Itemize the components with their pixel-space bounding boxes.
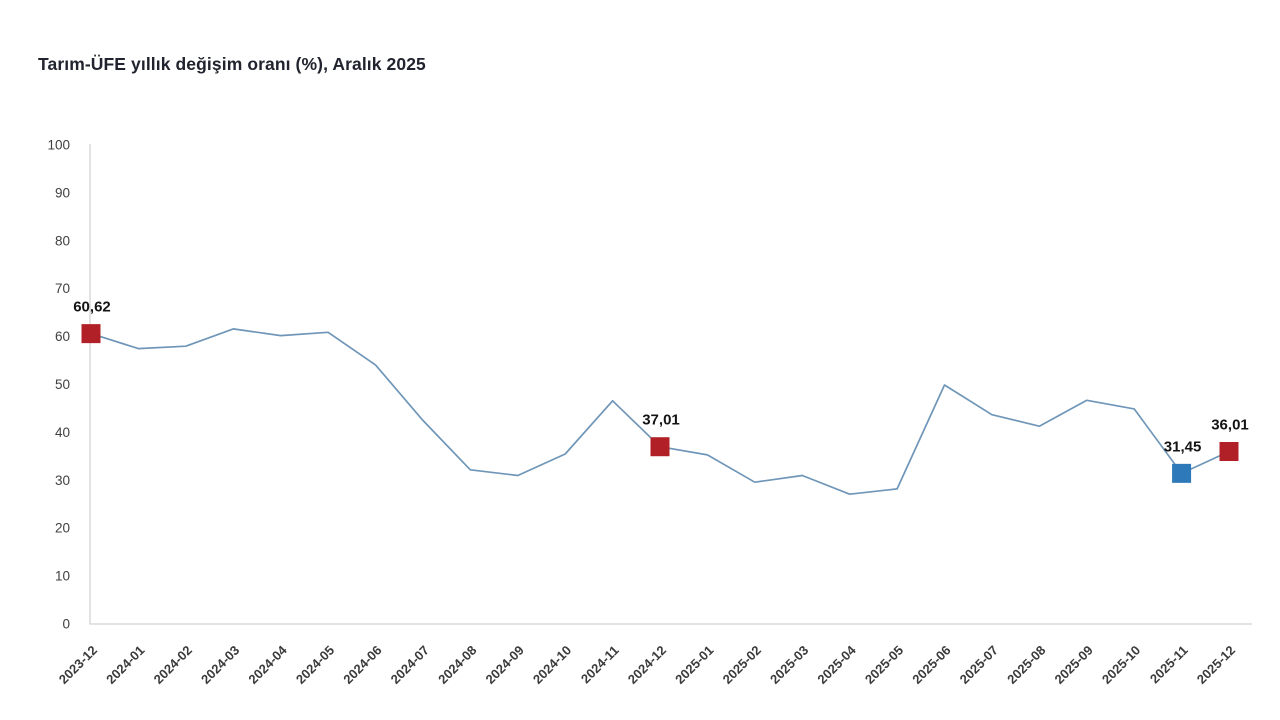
x-axis-tick-label: 2025-06 [909,643,953,687]
y-axis-tick-label: 10 [55,569,70,584]
y-axis-tick-label: 80 [55,233,70,248]
x-axis-tick-label: 2025-03 [767,643,811,687]
x-axis-tick-label: 2024-10 [530,643,574,687]
x-axis-tick-label: 2024-07 [388,643,432,687]
chart-title: Tarım-ÜFE yıllık değişim oranı (%), Aral… [38,54,426,74]
x-axis-tick-label: 2024-01 [103,643,147,687]
x-axis-tick-label: 2024-11 [578,643,622,687]
y-axis-tick-label: 60 [55,329,70,344]
x-axis-tick-label: 2024-05 [293,643,337,687]
axis-lines [89,144,1252,625]
x-axis-tick-label: 2024-04 [245,642,290,687]
highlight-marker [81,324,101,344]
x-axis-tick-label: 2024-06 [340,643,384,687]
x-axis-tick-label: 2025-01 [672,643,716,687]
x-axis-tick-label: 2024-02 [151,643,195,687]
x-axis-tick-label: 2023-12 [56,643,100,687]
x-axis-tick-label: 2025-05 [862,643,906,687]
x-axis-tick-label: 2025-11 [1147,643,1191,687]
data-point-label: 31,45 [1164,438,1202,455]
x-axis-tick-label: 2024-12 [625,643,669,687]
y-axis-tick-label: 0 [62,617,70,632]
highlight-marker [1219,442,1239,462]
x-axis-tick-label: 2025-12 [1194,643,1238,687]
y-axis-tick-label: 20 [55,521,70,536]
x-axis-tick-label: 2024-03 [198,643,242,687]
highlight-marker [1172,463,1192,483]
x-axis-tick-label: 2024-08 [435,643,479,687]
y-axis-tick-label: 30 [55,473,70,488]
y-axis-tick-label: 90 [55,185,70,200]
x-axis-tick-label: 2025-09 [1052,643,1096,687]
x-axis-tick-label: 2025-10 [1099,643,1143,687]
y-axis-tick-label: 100 [47,138,70,153]
x-axis-tick-label: 2025-02 [720,643,764,687]
data-point-label: 36,01 [1211,417,1249,434]
y-axis-tick-label: 70 [55,281,70,296]
y-axis-tick-label: 50 [55,377,70,392]
highlight-marker [650,437,670,457]
x-axis-tick-label: 2025-07 [957,643,1001,687]
x-axis-tick-label: 2025-08 [1004,643,1048,687]
x-axis-tick-label: 2024-09 [483,643,527,687]
data-point-label: 60,62 [73,299,111,316]
x-axis-tick-label: 2025-04 [814,642,859,687]
y-axis-tick-label: 40 [55,425,70,440]
data-point-label: 37,01 [642,412,680,429]
